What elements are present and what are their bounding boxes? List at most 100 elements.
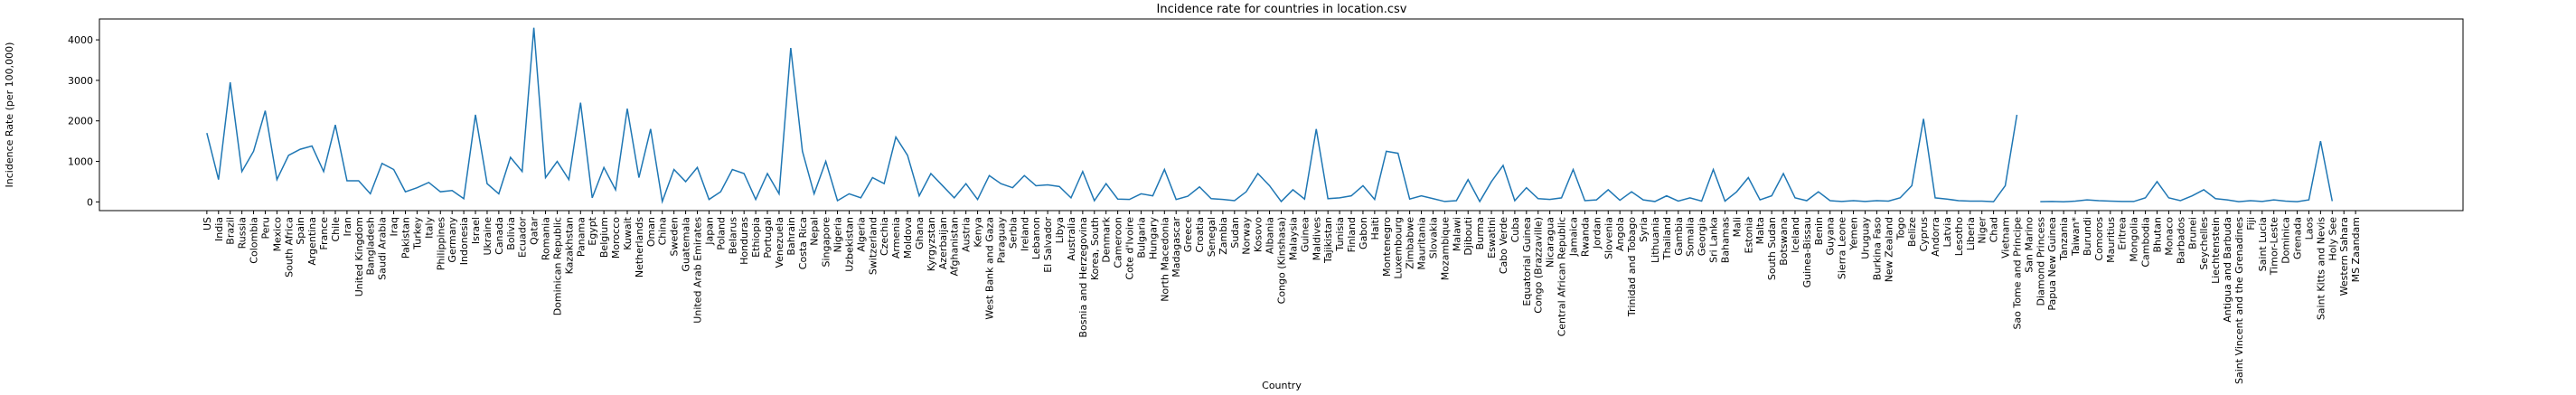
- x-tick-label: Nepal: [809, 217, 821, 246]
- x-tick-label: Papua New Guinea: [2046, 217, 2058, 311]
- x-tick-label: Ghana: [914, 217, 926, 249]
- x-tick-label: Chad: [1988, 217, 2000, 242]
- x-tick-label: Turkey: [411, 217, 423, 250]
- x-tick-label: Jordan: [1591, 217, 1603, 249]
- x-tick-label: Diamond Princess: [2035, 217, 2046, 306]
- x-tick-label: Lithuania: [1650, 217, 1661, 263]
- x-tick-label: Belize: [1906, 217, 1918, 247]
- x-tick-label: Sri Lanka: [1708, 217, 1720, 263]
- x-tick-label: Spain: [295, 217, 306, 245]
- x-tick-label: Iceland: [1790, 217, 1801, 253]
- x-tick-label: Venezuela: [774, 217, 785, 268]
- x-tick-label: Italy: [423, 217, 435, 239]
- x-tick-label: Dominica: [2280, 217, 2292, 264]
- x-tick-label: Croatia: [1194, 217, 1206, 253]
- x-tick-label: Malawi: [1451, 217, 1462, 251]
- x-tick-label: Monaco: [2163, 217, 2175, 256]
- x-tick-label: France: [318, 217, 330, 250]
- x-tick-label: Lesotho: [1953, 217, 1965, 256]
- x-tick-label: Tunisia: [1334, 217, 1346, 252]
- x-tick-label: Sudan: [1229, 217, 1241, 249]
- x-tick-label: Czechia: [879, 217, 890, 256]
- x-tick-label: West Bank and Gaza: [984, 217, 996, 320]
- x-tick-label: Burkina Faso: [1871, 217, 1883, 280]
- x-tick-label: Brunei: [2186, 217, 2198, 249]
- x-tick-label: Mauritius: [2105, 217, 2117, 263]
- x-tick-label: Brazil: [225, 217, 237, 245]
- x-tick-label: Qatar: [529, 217, 541, 245]
- y-tick-label: 1000: [68, 156, 93, 168]
- x-tick-label: Mexico: [271, 217, 283, 252]
- x-tick-label: Dominican Republic: [551, 217, 563, 315]
- x-tick-label: Iraq: [389, 217, 400, 237]
- x-tick-label: Switzerland: [867, 217, 879, 275]
- x-tick-label: Kosovo: [1253, 217, 1264, 252]
- x-tick-label: Mongolia: [2129, 217, 2140, 262]
- x-tick-label: Cyprus: [1918, 217, 1930, 252]
- x-tick-label: Libya: [1054, 217, 1066, 243]
- x-tick-label: Benin: [1813, 217, 1825, 245]
- x-tick-label: Germany: [447, 217, 458, 263]
- x-tick-label: Seychelles: [2198, 217, 2210, 270]
- x-tick-label: Vietnam: [2000, 217, 2012, 259]
- x-tick-label: Barbados: [2175, 217, 2186, 264]
- x-tick-label: Afghanistan: [949, 217, 961, 277]
- x-tick-label: Tanzania: [2058, 217, 2070, 261]
- chart-title: Incidence rate for countries in location…: [1157, 3, 1407, 16]
- x-tick-label: Russia: [237, 217, 249, 249]
- x-tick-label: Senegal: [1206, 217, 1217, 257]
- x-tick-label: Congo (Kinshasa): [1276, 217, 1288, 304]
- y-tick-label: 3000: [68, 75, 93, 87]
- x-tick-label: Austria: [961, 217, 973, 252]
- x-tick-label: Saint Vincent and the Grenadines: [2233, 217, 2245, 384]
- x-tick-label: Cambodia: [2140, 217, 2152, 268]
- x-tick-label: Greece: [1182, 217, 1194, 252]
- x-tick-label: Djibouti: [1462, 217, 1474, 256]
- x-tick-label: Sweden: [669, 217, 681, 256]
- x-tick-label: Australia: [1066, 217, 1077, 261]
- x-tick-label: Chile: [330, 217, 342, 242]
- x-tick-label: Finland: [1346, 217, 1358, 252]
- x-tick-label: Burundi: [2082, 217, 2093, 256]
- x-tick-label: Sierra Leone: [1837, 217, 1848, 279]
- x-tick-label: Iran: [342, 217, 353, 237]
- x-tick-label: Laos: [2303, 217, 2315, 240]
- x-tick-label: Uruguay: [1859, 217, 1871, 259]
- x-tick-label: Portugal: [762, 217, 774, 259]
- x-tick-label: Mali: [1731, 217, 1743, 237]
- x-tick-label: Bulgaria: [1135, 217, 1147, 259]
- x-tick-label: Cameroon: [1113, 217, 1124, 268]
- x-tick-label: Somalia: [1685, 217, 1697, 257]
- x-tick-label: Slovenia: [1603, 217, 1614, 259]
- x-tick-label: Luxembourg: [1393, 217, 1405, 279]
- x-tick-label: Yemen: [1848, 217, 1860, 251]
- x-tick-label: Madagascar: [1170, 217, 1182, 277]
- x-tick-label: Liberia: [1965, 217, 1977, 250]
- x-tick-label: United Arab Emirates: [692, 217, 704, 324]
- x-tick-label: Cabo Verde: [1498, 217, 1509, 274]
- x-tick-label: Niger: [1977, 217, 1988, 244]
- x-tick-label: Hungary: [1147, 217, 1159, 259]
- x-tick-label: Haiti: [1369, 217, 1381, 240]
- x-tick-label: Thailand: [1661, 217, 1673, 260]
- x-tick-label: Jamaica: [1567, 217, 1579, 257]
- x-tick-label: Belgium: [598, 217, 610, 258]
- y-tick-label: 4000: [68, 34, 93, 46]
- x-tick-label: Israel: [470, 217, 482, 244]
- x-tick-label: Cote d'Ivoire: [1124, 217, 1136, 280]
- x-tick-label: Equatorial Guinea: [1521, 217, 1533, 306]
- x-tick-label: Egypt: [587, 216, 598, 245]
- x-tick-label: Saint Kitts and Nevis: [2315, 217, 2327, 320]
- x-tick-label: Serbia: [1007, 217, 1019, 249]
- x-tick-label: Comoros: [2093, 217, 2105, 261]
- x-tick-label: South Africa: [283, 217, 295, 277]
- x-tick-label: Western Sahara: [2338, 217, 2350, 296]
- x-tick-label: Timor-Leste: [2269, 217, 2280, 276]
- x-tick-label: Uzbekistan: [843, 217, 855, 272]
- x-tick-label: Poland: [715, 217, 727, 250]
- x-tick-label: Albania: [1264, 217, 1276, 254]
- x-tick-label: Bangladesh: [365, 217, 377, 276]
- x-tick-label: Denmark: [1101, 216, 1113, 262]
- x-tick-label: Holy See: [2327, 217, 2338, 261]
